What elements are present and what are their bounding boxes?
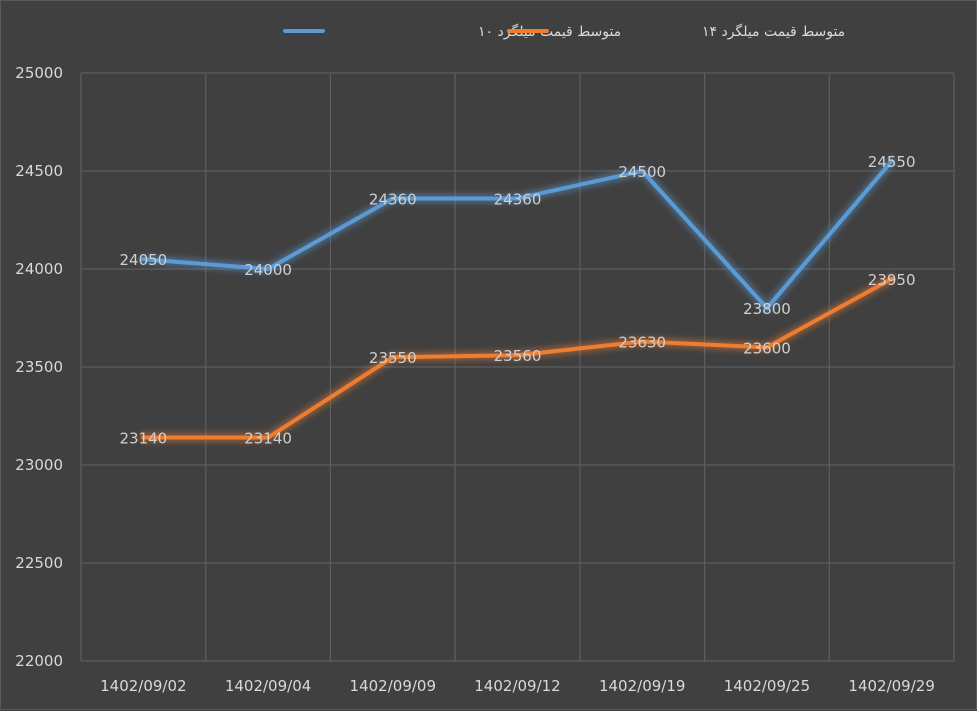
data-point: [764, 345, 769, 350]
series-lines: [138, 156, 897, 443]
data-label: 24360: [369, 190, 417, 208]
y-tick-label: 24500: [15, 162, 63, 180]
gridlines: [80, 72, 955, 662]
x-tick-label: 1402/09/12: [474, 677, 560, 695]
data-label: 24550: [868, 153, 916, 171]
x-tick-label: 1402/09/02: [100, 677, 186, 695]
data-label: 23950: [868, 271, 916, 289]
series-line-1: [141, 159, 894, 311]
data-labels: 24050 24000 24360 24360 24500 23800 24550 23140…: [119, 153, 915, 447]
data-label: 24500: [618, 163, 666, 181]
data-label: 23140: [244, 430, 292, 448]
data-label: 23800: [743, 300, 791, 318]
data-label: 23600: [743, 339, 791, 357]
x-tick-label: 1402/09/04: [225, 677, 311, 695]
series-glow: [138, 156, 897, 313]
y-tick-label: 22000: [15, 652, 63, 670]
data-point: [266, 267, 271, 271]
data-point: [141, 435, 146, 440]
data-label: 23560: [494, 347, 542, 365]
legend: متوسط قیمت میلگرد ۱۰ متوسط قیمت میلگرد ۱۴: [283, 23, 845, 40]
data-point: [515, 196, 520, 201]
y-tick-label: 25000: [15, 64, 63, 82]
data-point: [141, 257, 146, 262]
data-label: 23140: [119, 430, 167, 448]
x-tick-label: 1402/09/09: [350, 677, 436, 695]
data-label: 24000: [244, 261, 292, 279]
y-tick-label: 23000: [15, 456, 63, 474]
x-tick-label: 1402/09/29: [848, 677, 934, 695]
data-point: [889, 159, 894, 164]
data-point: [640, 339, 645, 344]
y-tick-label: 22500: [15, 554, 63, 572]
data-point: [640, 169, 645, 173]
data-label: 23630: [618, 334, 666, 352]
data-label: 24360: [494, 190, 542, 208]
data-point: [266, 435, 271, 440]
data-point: [390, 196, 395, 201]
data-point: [515, 353, 520, 358]
data-point: [889, 276, 894, 281]
y-tick-label: 23500: [15, 358, 63, 376]
axis-labels: 22000 22500 23000 23500 24000 24500 25000 1402/…: [15, 64, 935, 695]
x-tick-label: 1402/09/25: [724, 677, 810, 695]
data-label: 23550: [369, 349, 417, 367]
y-tick-label: 24000: [15, 260, 63, 278]
data-point: [390, 355, 395, 360]
legend-label: متوسط قیمت میلگرد ۱۴: [702, 23, 845, 40]
legend-label: متوسط قیمت میلگرد ۱۰: [478, 23, 621, 40]
x-tick-label: 1402/09/19: [599, 677, 685, 695]
data-point: [764, 306, 769, 311]
data-label: 24050: [119, 251, 167, 269]
